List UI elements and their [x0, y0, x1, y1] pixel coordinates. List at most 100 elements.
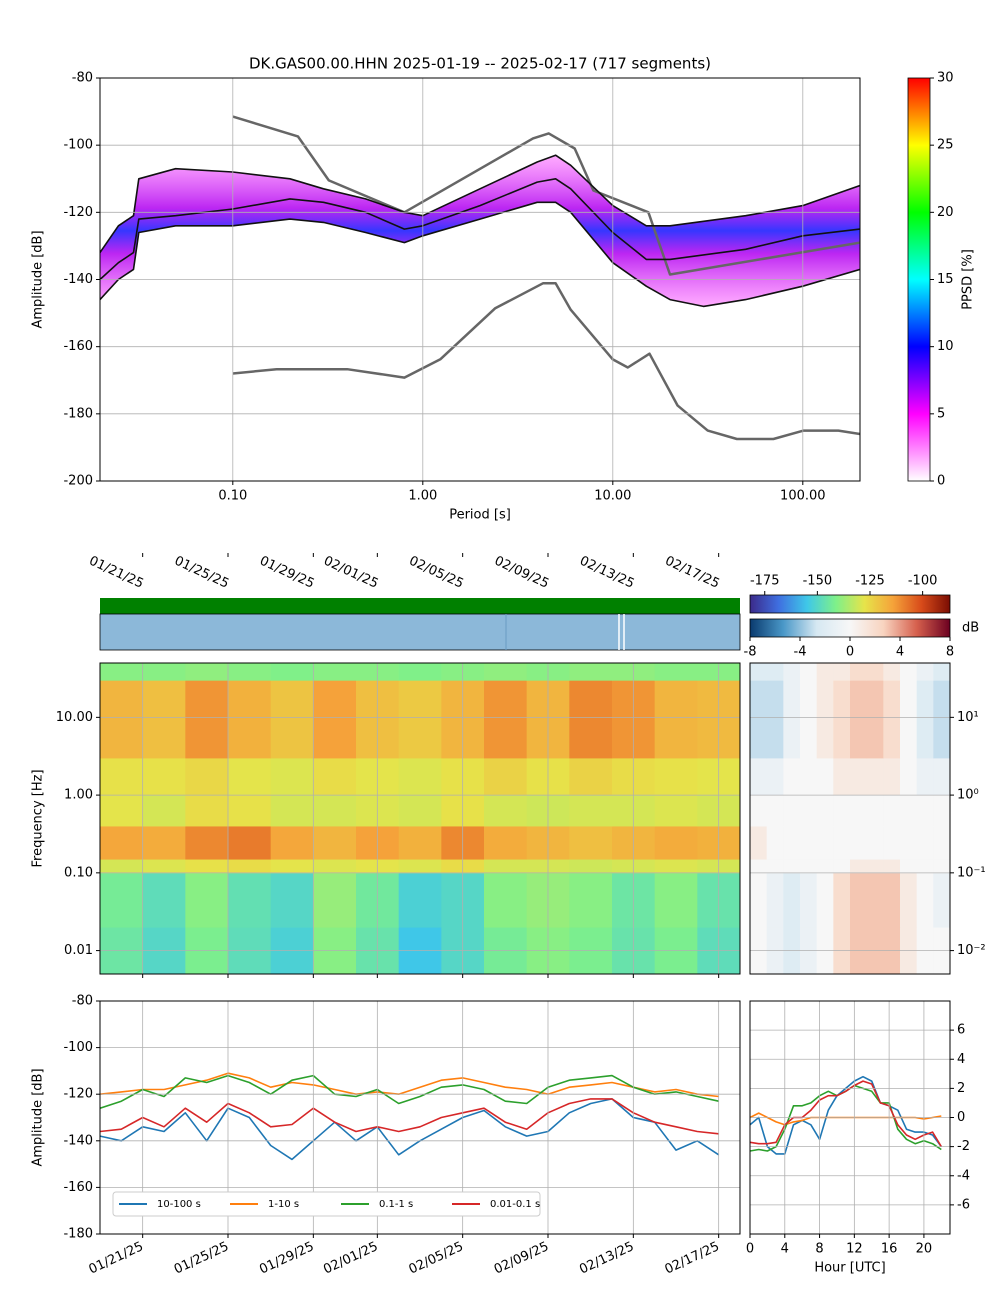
heatmap-cell	[313, 757, 357, 796]
heatmap-cell	[569, 680, 613, 759]
x-tick-label: 100.00	[780, 489, 826, 504]
y-tick-label: -160	[63, 1180, 93, 1195]
series-line	[750, 1112, 942, 1126]
heatmap-cell	[654, 663, 698, 681]
heatmap-cell	[654, 795, 698, 827]
heatmap-cell	[484, 663, 528, 681]
y-tick-label: -4	[957, 1168, 970, 1183]
y-tick-label: -100	[63, 138, 93, 153]
colorbar	[749, 618, 951, 638]
heatmap-cell	[185, 680, 229, 759]
heatmap-cell	[833, 680, 851, 759]
heatmap-cell	[883, 872, 901, 928]
y-tick-label: 10.00	[56, 710, 93, 725]
plot-area	[100, 115, 860, 441]
heatmap-cell	[313, 663, 357, 681]
heatmap-cell	[883, 680, 901, 759]
heatmap-cell	[100, 826, 144, 860]
heatmap-cell	[800, 795, 818, 827]
heatmap-cell	[916, 795, 934, 827]
heatmap-cell	[933, 859, 950, 874]
y-tick-label: 0.10	[64, 865, 93, 880]
heatmap-cell	[783, 680, 801, 759]
heatmap-cell	[800, 826, 818, 860]
legend-label: 1-10 s	[268, 1199, 299, 1210]
heatmap-cell	[866, 680, 884, 759]
heatmap-cell	[766, 795, 784, 827]
heatmap-cell	[142, 859, 186, 874]
heatmap-cell	[933, 663, 950, 681]
x-tick-label: 02/17/25	[663, 554, 722, 592]
heatmap-cell	[800, 680, 818, 759]
heatmap-cell	[313, 859, 357, 874]
y-tick-label: 2	[957, 1081, 965, 1096]
legend-label: 0.1-1 s	[379, 1199, 413, 1210]
heatmap-cell	[185, 757, 229, 796]
heatmap-cell	[883, 663, 901, 681]
heatmap-cell	[866, 795, 884, 827]
axes-frame	[749, 662, 951, 975]
x-tick-label: 02/05/25	[407, 554, 466, 592]
heatmap-cell	[142, 826, 186, 860]
x-tick-label: 02/17/25	[663, 1239, 722, 1277]
heatmap-cell	[816, 859, 834, 874]
heatmap-cell	[933, 795, 950, 827]
x-tick-label: 01/25/25	[172, 1239, 231, 1277]
colorbar-tick-label: 0	[846, 645, 854, 660]
heatmap-cell	[850, 795, 868, 827]
heatmap-cell	[313, 872, 357, 928]
x-tick-label: 02/01/25	[321, 554, 380, 592]
y-tick-label: -140	[63, 1133, 93, 1148]
heatmap-cell	[654, 872, 698, 928]
heatmap-cell	[569, 859, 613, 874]
y-tick-label: 4	[957, 1052, 965, 1067]
x-tick-label: 02/09/25	[492, 1239, 551, 1277]
series-line	[100, 201, 860, 308]
heatmap-cell	[313, 826, 357, 860]
heatmap-cell	[398, 826, 442, 860]
heatmap-cell	[398, 663, 442, 681]
colorbar-tick-label: 8	[946, 645, 954, 660]
series-line	[232, 115, 860, 276]
heatmap-cell	[185, 795, 229, 827]
heatmap-cell	[883, 795, 901, 827]
heatmap-cell	[654, 680, 698, 759]
plot-area	[100, 663, 740, 974]
heatmap-cell	[228, 795, 272, 827]
heatmap-cell	[100, 757, 144, 796]
heatmap-cell	[484, 795, 528, 827]
density-band	[100, 155, 860, 307]
heatmap-cell	[750, 680, 768, 759]
heatmap-cell	[933, 680, 950, 759]
series-line	[100, 1072, 719, 1098]
y-tick-label: -160	[63, 339, 93, 354]
y-tick-label: -80	[72, 71, 93, 86]
y-tick-label: 6	[957, 1023, 965, 1038]
heatmap-cell	[783, 663, 801, 681]
y-tick-label: -180	[63, 406, 93, 421]
x-axis-label: Hour [UTC]	[814, 1261, 885, 1276]
heatmap-cell	[900, 680, 918, 759]
heatmap-cell	[816, 872, 834, 928]
heatmap-cell	[850, 826, 868, 860]
colorbar-tick-label: 0	[937, 474, 945, 489]
heatmap-cell	[766, 859, 784, 874]
heatmap-cell	[228, 859, 272, 874]
heatmap-cell	[916, 872, 934, 928]
heatmap-cell	[569, 872, 613, 928]
x-tick-label: 16	[881, 1242, 898, 1257]
heatmap-cell	[933, 872, 950, 928]
heatmap-cell	[750, 872, 768, 928]
legend-label: 0.01-0.1 s	[490, 1199, 540, 1210]
y-axis-label: Frequency [Hz]	[31, 769, 46, 867]
heatmap-cell	[833, 826, 851, 860]
x-tick-label: 02/13/25	[577, 1239, 636, 1277]
y-tick-label: -100	[63, 1040, 93, 1055]
y-axis-label: Amplitude [dB]	[31, 1068, 46, 1166]
heatmap-cell	[800, 872, 818, 928]
heatmap-cell	[766, 680, 784, 759]
axes-frame	[99, 662, 741, 975]
heatmap-cell	[484, 872, 528, 928]
plot-area	[100, 1072, 720, 1161]
heatmap-cell	[900, 757, 918, 796]
